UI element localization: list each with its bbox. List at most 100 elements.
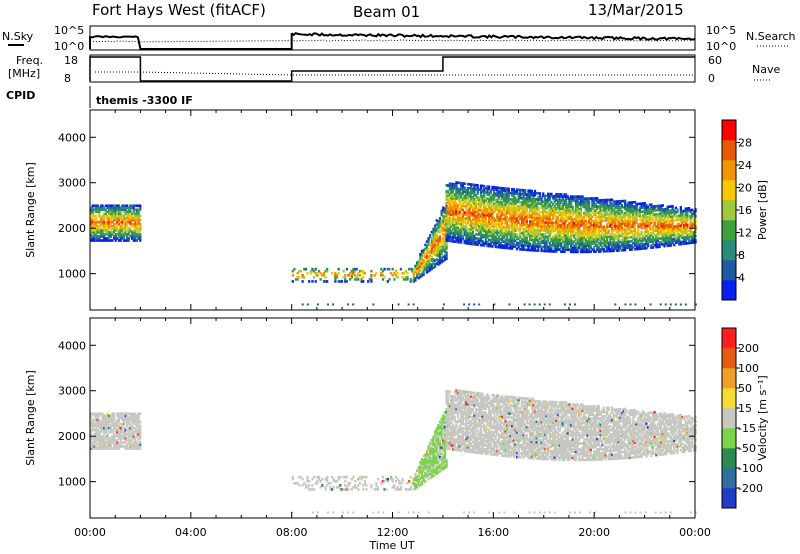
- range-gate-cell: [91, 228, 94, 232]
- range-gate-cell: [597, 225, 601, 229]
- range-gate-cell: [417, 470, 420, 473]
- range-gate-cell: [451, 221, 455, 225]
- range-gate-cell: [458, 208, 461, 211]
- range-gate-cell: [471, 220, 474, 223]
- range-gate-cell: [430, 469, 433, 473]
- range-gate-cell: [558, 213, 561, 217]
- range-gate-cell: [499, 190, 502, 194]
- range-gate-cell: [119, 443, 122, 446]
- range-gate-cell: [101, 414, 104, 418]
- range-gate-cell: [506, 199, 509, 203]
- range-gate-cell: [432, 229, 435, 233]
- range-gate-cell: [419, 267, 422, 270]
- range-gate-cell: [344, 280, 347, 283]
- range-gate-cell: [458, 222, 461, 226]
- range-gate-cell: [584, 207, 587, 211]
- range-gate-cell: [106, 434, 109, 438]
- range-gate-cell: [510, 210, 514, 214]
- range-gate-cell: [604, 219, 607, 222]
- range-gate-cell: [542, 233, 545, 236]
- range-gate-cell: [104, 416, 107, 420]
- range-gate-cell: [686, 241, 689, 245]
- range-gate-cell: [419, 275, 422, 279]
- range-gate-cell: [139, 443, 142, 446]
- range-gate-cell: [121, 235, 124, 238]
- range-gate-cell: [612, 210, 615, 214]
- range-gate-cell: [692, 214, 696, 218]
- range-gate-cell: [609, 200, 612, 204]
- range-gate-cell: [678, 232, 681, 236]
- range-gate-cell: [111, 212, 114, 216]
- range-gate-cell: [561, 227, 565, 231]
- range-gate-cell: [430, 265, 433, 269]
- range-gate-cell: [486, 236, 489, 240]
- range-gate-cell: [638, 222, 642, 226]
- range-gate-cell: [425, 464, 429, 468]
- range-gate-cell: [414, 482, 417, 486]
- range-gate-cell: [412, 488, 415, 491]
- range-gate-cell: [615, 249, 619, 252]
- range-gate-cell: [519, 241, 522, 245]
- range-gate-cell: [481, 190, 484, 194]
- range-gate-cell: [540, 239, 543, 242]
- range-gate-cell: [94, 237, 98, 240]
- range-gate-cell: [632, 246, 635, 249]
- range-gate-cell: [679, 226, 682, 230]
- range-gate-cell: [479, 223, 483, 226]
- range-gate-cell: [106, 210, 109, 214]
- range-gate-cell: [380, 267, 383, 271]
- range-gate-cell: [653, 223, 656, 227]
- range-gate-cell: [91, 214, 94, 218]
- range-gate-cell: [488, 203, 491, 207]
- range-gate-cell: [471, 195, 474, 199]
- range-gate-cell: [114, 218, 117, 222]
- range-gate-cell: [604, 206, 607, 210]
- range-gate-cell: [592, 201, 596, 204]
- range-gate-cell: [391, 477, 394, 481]
- range-gate-cell: [106, 416, 109, 420]
- range-gate-cell: [560, 207, 563, 211]
- range-gate-cell: [592, 213, 596, 217]
- range-gate-cell: [319, 479, 322, 483]
- range-gate-cell: [594, 227, 597, 231]
- range-gate-cell: [465, 194, 468, 198]
- range-gate-cell: [135, 441, 139, 444]
- range-gate-cell: [108, 441, 111, 444]
- range-gate-cell: [678, 222, 681, 226]
- range-gate-cell: [137, 424, 140, 428]
- range-gate-cell: [103, 226, 106, 230]
- range-gate-cell: [352, 271, 355, 275]
- range-gate-cell: [548, 247, 551, 251]
- range-gate-cell: [568, 225, 571, 229]
- range-gate-cell: [578, 195, 581, 198]
- range-gate-cell: [468, 240, 471, 243]
- range-gate-cell: [433, 232, 437, 236]
- range-gate-cell: [589, 221, 592, 225]
- range-gate-cell: [681, 209, 684, 213]
- range-gate-cell: [117, 212, 121, 216]
- range-gate-cell: [566, 203, 569, 207]
- range-gate-cell: [437, 240, 440, 244]
- range-gate-cell: [692, 239, 696, 242]
- range-gate-cell: [139, 222, 142, 226]
- range-gate-cell: [119, 239, 122, 242]
- range-gate-cell: [460, 220, 463, 224]
- range-gate-cell: [681, 226, 684, 229]
- range-gate-cell: [514, 206, 517, 210]
- range-gate-cell: [535, 216, 538, 220]
- range-gate-cell: [415, 265, 419, 269]
- range-gate-cell: [99, 231, 103, 234]
- range-gate-cell: [610, 247, 614, 251]
- range-gate-cell: [137, 214, 140, 218]
- range-gate-cell: [458, 218, 461, 222]
- range-gate-cell: [111, 416, 114, 420]
- range-gate-cell: [112, 222, 116, 226]
- range-gate-cell: [538, 218, 542, 222]
- range-gate-cell: [632, 209, 635, 212]
- range-gate-cell: [565, 205, 568, 209]
- range-gate-cell: [104, 430, 107, 434]
- range-gate-cell: [466, 193, 469, 196]
- range-gate-cell: [601, 245, 604, 249]
- range-gate-cell: [574, 228, 578, 231]
